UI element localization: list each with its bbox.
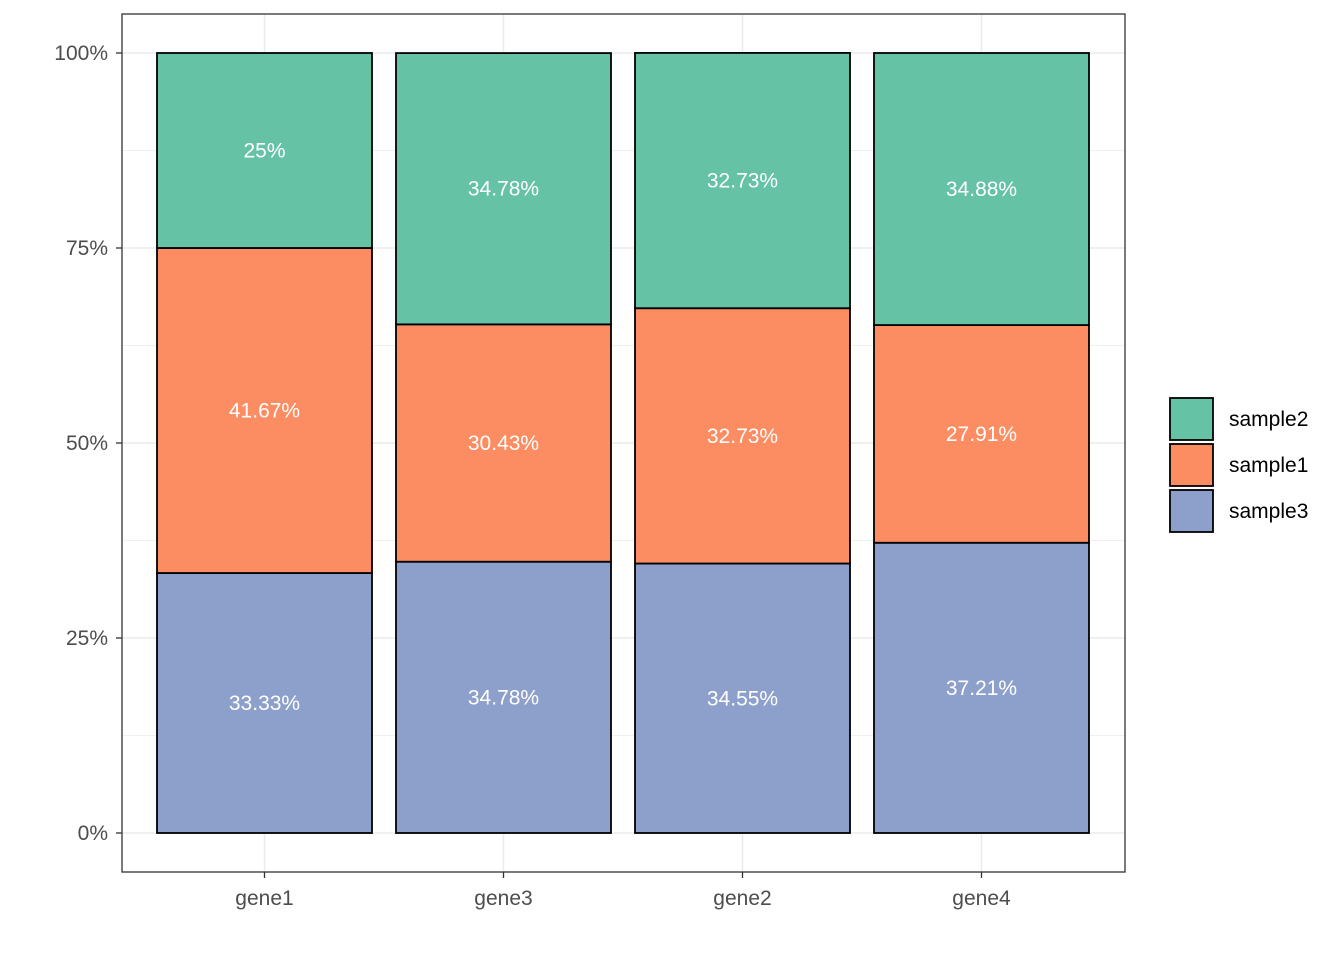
data-label-gene1-sample3: 33.33% — [229, 692, 300, 715]
y-tick-label: 50% — [66, 432, 108, 455]
legend-label-sample3: sample3 — [1229, 500, 1308, 523]
x-tick-label: gene2 — [713, 887, 771, 910]
axes-group: 0% 25% 50% 75% 100% gene1 gene3 gene2 gene4 — [54, 42, 1011, 910]
data-label-gene3-sample1: 30.43% — [468, 432, 539, 455]
data-label-gene1-sample2: 25% — [243, 140, 285, 163]
bar-segment-gene2-sample2 — [634, 52, 851, 310]
x-tick-label: gene3 — [474, 887, 532, 910]
data-label-gene4-sample3: 37.21% — [946, 677, 1017, 700]
data-label-gene4-sample1: 27.91% — [946, 423, 1017, 446]
data-label-gene1-sample1: 41.67% — [229, 400, 300, 423]
legend-key-sample3 — [1169, 489, 1214, 533]
bar-segment-gene1-sample3 — [156, 572, 373, 834]
bar-segment-gene4-sample3 — [873, 541, 1090, 834]
legend-label-sample1: sample1 — [1229, 454, 1308, 477]
legend-label-sample2: sample2 — [1229, 408, 1308, 431]
data-label-gene2-sample3: 34.55% — [707, 687, 778, 710]
bars-group — [156, 52, 1090, 834]
y-tick-label: 75% — [66, 237, 108, 260]
bar-segment-gene4-sample2 — [873, 52, 1090, 326]
x-tick-label: gene4 — [952, 887, 1011, 910]
bar-segment-gene2-sample1 — [634, 307, 851, 565]
bar-segment-gene1-sample1 — [156, 247, 373, 574]
y-tick-label: 25% — [66, 627, 108, 650]
bar-segment-gene3-sample2 — [395, 52, 612, 326]
bar-segment-gene3-sample3 — [395, 560, 612, 834]
data-label-gene3-sample3: 34.78% — [468, 686, 539, 709]
legend: sample2 sample1 sample3 — [1169, 397, 1308, 533]
bar-segment-gene1-sample2 — [156, 52, 373, 249]
y-tick-label: 100% — [54, 42, 108, 65]
bar-segment-gene4-sample1 — [873, 324, 1090, 544]
data-label-gene3-sample2: 34.78% — [468, 178, 539, 201]
bar-segment-gene3-sample1 — [395, 323, 612, 563]
data-labels-group: 33.33% 41.67% 25% 34.78% 30.43% 34.78% 34.55% 3… — [229, 140, 1017, 716]
data-label-gene2-sample1: 32.73% — [707, 425, 778, 448]
bar-segment-gene2-sample3 — [634, 562, 851, 834]
data-label-gene4-sample2: 34.88% — [946, 178, 1017, 201]
data-label-gene2-sample2: 32.73% — [707, 170, 778, 193]
legend-key-sample2 — [1169, 397, 1214, 441]
legend-key-sample1 — [1169, 443, 1214, 487]
y-tick-label: 0% — [78, 822, 108, 845]
x-tick-label: gene1 — [235, 887, 293, 910]
